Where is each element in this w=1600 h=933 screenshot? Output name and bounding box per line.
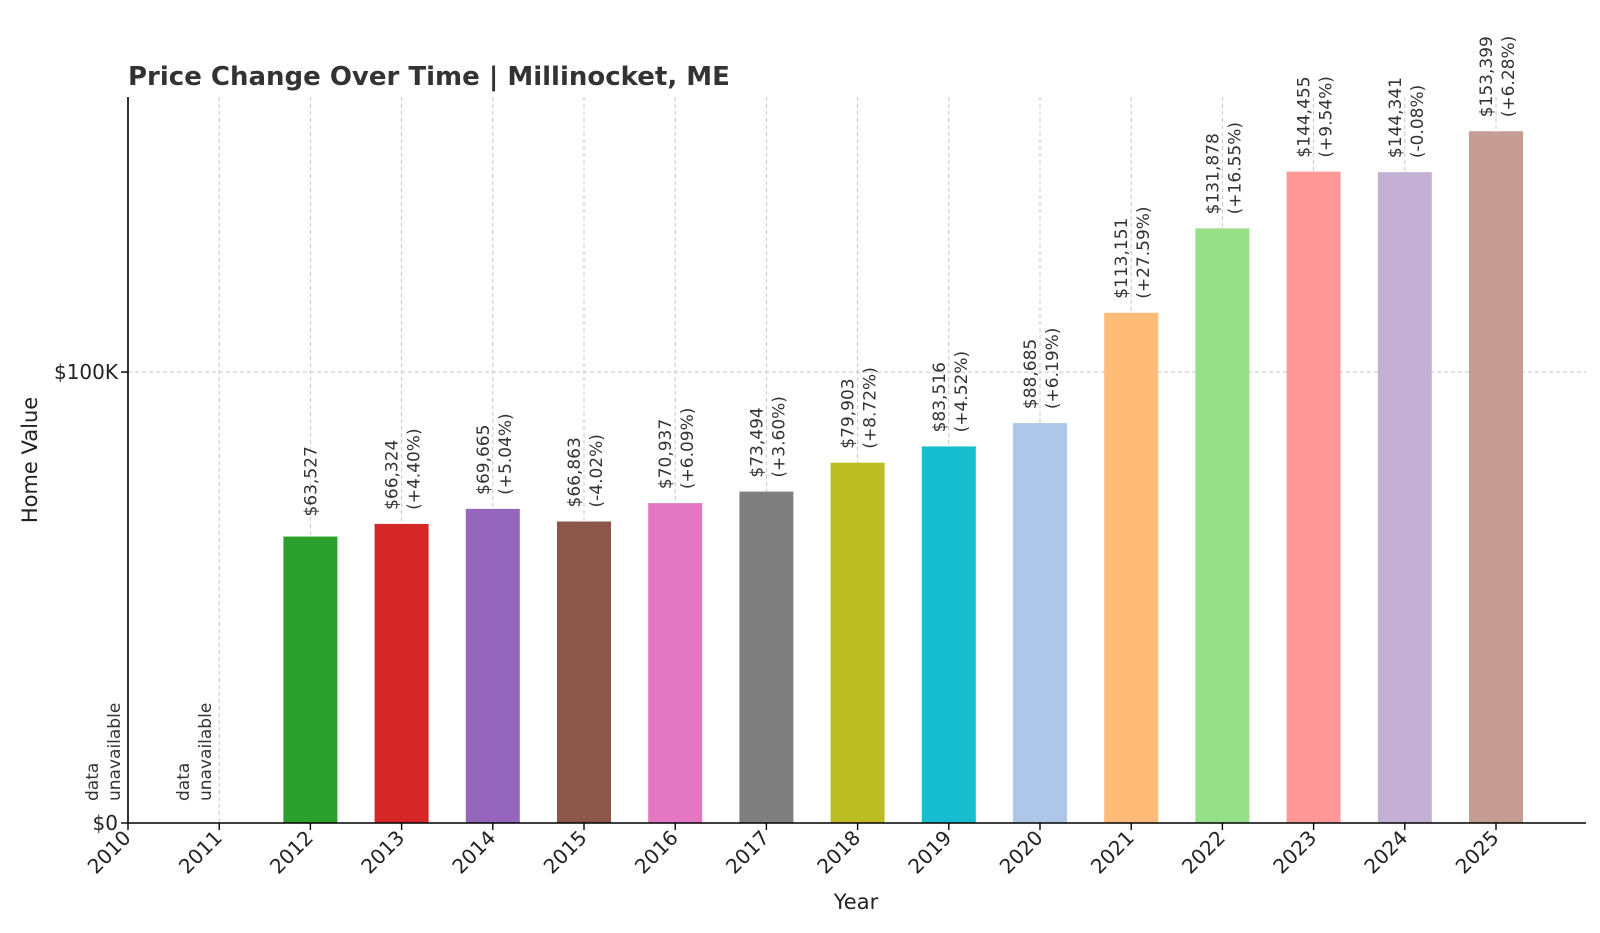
data-unavailable-label: unavailable (105, 703, 125, 801)
bars (283, 131, 1523, 824)
value-label: $83,516 (930, 362, 950, 432)
value-label: $144,455 (1295, 76, 1315, 157)
change-label: (+3.60%) (769, 396, 789, 478)
y-axis-label: Home Value (18, 397, 42, 523)
change-label: (+6.19%) (1043, 328, 1063, 410)
bar (557, 521, 611, 823)
x-axis-label: Year (833, 890, 879, 914)
bar (921, 446, 976, 823)
data-unavailable-label: unavailable (196, 703, 216, 801)
x-tick-label: 2024 (1359, 826, 1412, 879)
x-tick-label: 2013 (356, 826, 409, 879)
x-tick-label: 2020 (995, 826, 1048, 879)
bar (739, 491, 794, 823)
x-tick-label: 2012 (265, 826, 318, 879)
value-label: $144,341 (1386, 77, 1406, 158)
change-label: (+5.04%) (496, 413, 516, 495)
change-label: (+8.72%) (861, 367, 881, 449)
bar (1469, 131, 1523, 823)
bar-labels: data unavailable data unavailable$63,527 $66… (83, 36, 1519, 801)
change-label: (-0.08%) (1408, 85, 1428, 158)
value-label: $69,665 (474, 425, 494, 495)
change-label: (+16.55%) (1225, 122, 1245, 214)
bar (648, 503, 703, 823)
bar (374, 523, 429, 823)
bar (1013, 423, 1067, 823)
change-label: (+27.59%) (1134, 206, 1154, 298)
x-tick-label: 2018 (812, 826, 865, 879)
value-label: $73,494 (747, 407, 767, 477)
x-tick-label: 2019 (903, 826, 956, 879)
x-tick-label: 2011 (174, 826, 227, 879)
value-label: $88,685 (1021, 339, 1041, 409)
value-label: $63,527 (301, 446, 321, 516)
value-label: $131,878 (1203, 133, 1223, 214)
change-label: (+6.09%) (678, 408, 698, 490)
change-label: (+4.40%) (405, 428, 425, 510)
x-tick-label: 2014 (447, 826, 500, 879)
change-label: (+4.52%) (952, 351, 972, 433)
bar (465, 508, 520, 823)
x-tick-label: 2015 (539, 826, 592, 879)
value-label: $66,324 (383, 440, 403, 510)
value-label: $79,903 (839, 378, 859, 448)
chart-title: Price Change Over Time | Millinocket, ME (128, 62, 730, 92)
bar (1195, 228, 1250, 824)
data-unavailable-label: data (174, 763, 194, 801)
y-ticks: $0 $100K (54, 360, 128, 835)
x-tick-label: 2016 (630, 826, 683, 879)
value-label: $153,399 (1477, 36, 1497, 117)
bar (1377, 172, 1432, 823)
value-label: $113,151 (1112, 218, 1132, 299)
bar (1104, 312, 1159, 823)
change-label: (+9.54%) (1317, 76, 1337, 158)
value-label: $66,863 (565, 437, 585, 507)
x-ticks: 2010 2011 2012 2013 2014 2015 2016 2017 2018 2019… (83, 823, 1504, 879)
y-tick-label: $100K (54, 360, 119, 384)
x-tick-label: 2025 (1451, 826, 1504, 879)
x-tick-label: 2021 (1086, 826, 1139, 879)
y-tick-label: $0 (93, 811, 118, 835)
value-label: $70,937 (656, 419, 676, 489)
bar (830, 462, 885, 823)
bar (1286, 171, 1341, 824)
x-tick-label: 2023 (1268, 826, 1321, 879)
x-tick-label: 2017 (721, 826, 774, 879)
x-tick-label: 2022 (1177, 826, 1230, 879)
bar (283, 536, 338, 823)
change-label: (+6.28%) (1499, 36, 1519, 118)
data-unavailable-label: data (83, 763, 103, 801)
change-label: (-4.02%) (587, 434, 607, 507)
